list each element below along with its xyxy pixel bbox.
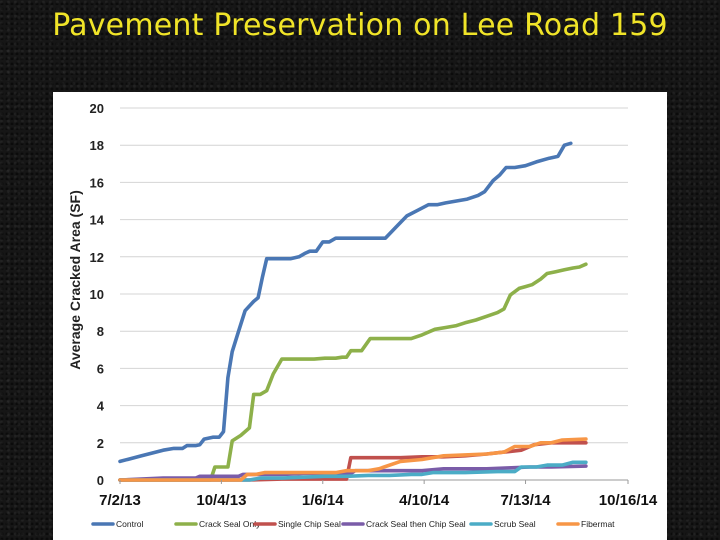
legend-label: Fibermat [581,519,615,529]
gridlines [120,107,628,481]
x-tick-label: 4/10/14 [399,492,450,509]
legend-label: Single Chip Seal [278,519,341,529]
line-chart: 0 2 4 6 8 10 12 14 16 18 20 7/2/13 10/4/13 1/6/14 4/1… [67,101,658,529]
y-tick-label: 14 [90,213,105,228]
legend-label: Crack Seal then Chip Seal [366,519,466,529]
series-lines [118,141,588,482]
legend-label: Scrub Seal [494,519,536,529]
y-tick-label: 6 [97,361,104,376]
x-tick-label: 1/6/14 [302,492,344,509]
series-line-scrub-seal [118,460,588,482]
legend: Control Crack Seal Only Single Chip Seal Cr… [91,519,615,529]
x-tick-label: 10/16/14 [599,492,658,509]
y-tick-label: 12 [90,250,104,265]
y-tick-label: 4 [97,399,105,414]
legend-label: Crack Seal Only [199,519,261,529]
y-tick-label: 20 [90,101,104,116]
x-tick-label: 7/13/14 [501,492,552,509]
y-axis-ticks: 0 2 4 6 8 10 12 14 16 18 20 [90,101,105,488]
y-tick-label: 8 [97,324,104,339]
x-axis-ticks: 7/2/13 10/4/13 1/6/14 4/10/14 7/13/14 10/16/1… [99,480,658,509]
y-axis-title: Average Cracked Area (SF) [67,190,83,369]
y-tick-label: 2 [97,436,104,451]
y-tick-label: 10 [90,287,104,302]
chart-panel: 0 2 4 6 8 10 12 14 16 18 20 7/2/13 10/4/13 1/6/14 4/1… [53,92,667,540]
series-line-control [118,141,573,464]
y-tick-label: 16 [90,175,104,190]
slide-title: Pavement Preservation on Lee Road 159 [52,8,668,43]
x-tick-label: 7/2/13 [99,492,141,509]
y-tick-label: 18 [90,138,104,153]
x-tick-label: 10/4/13 [196,492,246,509]
y-tick-label: 0 [97,473,104,488]
legend-label: Control [116,519,144,529]
series-line-fibermat [118,437,588,482]
series-line-crack-seal-then-chip-seal [118,464,588,482]
series-line-crack-seal-only [118,262,588,482]
